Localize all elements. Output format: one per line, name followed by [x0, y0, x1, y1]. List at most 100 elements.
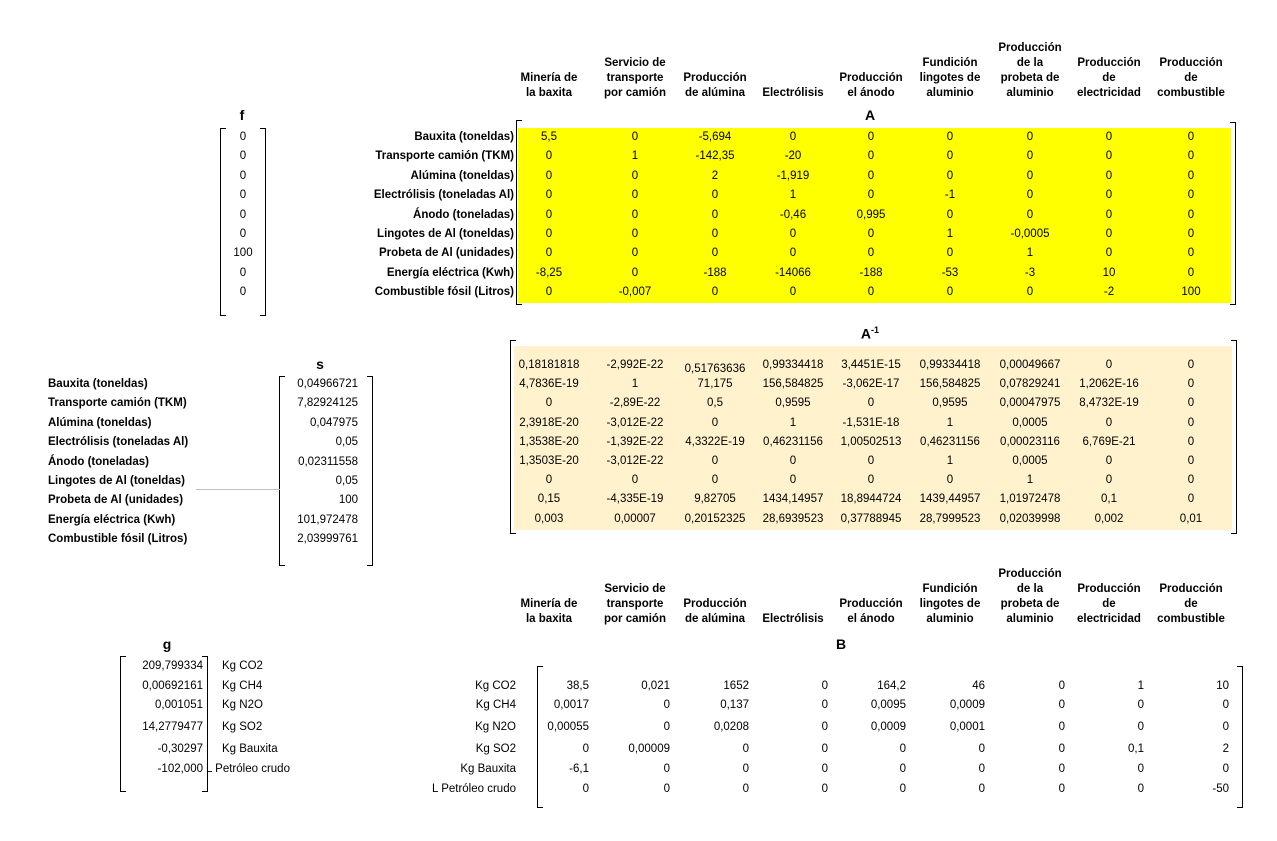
B-cell: 0 — [1137, 721, 1144, 733]
header-line: de alúmina — [684, 87, 746, 99]
s-right-bracket — [367, 376, 373, 566]
B-cell: 0 — [978, 783, 985, 795]
B-cell: 0 — [978, 763, 985, 775]
s-cell: 0,047975 — [310, 416, 358, 429]
header-line: Minería de — [520, 72, 578, 84]
A-cell: 0 — [1026, 189, 1034, 202]
header-line: lingotes de — [919, 598, 981, 610]
s-cell: 0,02311558 — [298, 455, 358, 468]
A-row-label: Combustible fósil (Litros) — [374, 286, 514, 299]
B-cell: 0 — [663, 699, 670, 711]
A-cell: 0 — [946, 169, 954, 182]
header-line: aluminio — [926, 87, 974, 99]
header-line: Producción — [998, 568, 1062, 580]
A-cell: 0 — [789, 247, 797, 260]
A-cell: 1 — [1026, 247, 1034, 260]
f-cell: 0 — [239, 228, 247, 240]
mid-header-5: Fundición lingotes de aluminio — [912, 582, 988, 627]
A-cell: 0 — [1187, 150, 1195, 163]
A-cell: 0 — [1105, 208, 1113, 221]
header-line: Producción — [839, 72, 903, 84]
B-cell: 0 — [1058, 763, 1065, 775]
A-row-label: Lingotes de Al (toneldas) — [377, 228, 514, 240]
A-cell: -20 — [784, 150, 802, 163]
A-cell: -53 — [941, 266, 959, 279]
Ainv-cell: 156,584825 — [762, 378, 824, 390]
s-divider-line — [196, 489, 280, 490]
B-cell: 0,0208 — [713, 721, 749, 733]
header-line: Electrólisis — [762, 87, 824, 99]
f-cell: 0 — [239, 286, 247, 299]
Ainv-cell: 1,3503E-20 — [519, 455, 579, 467]
Ainv-cell: 0 — [711, 474, 719, 486]
header-line: la baxita — [525, 87, 573, 99]
Ainv-cell: 0 — [867, 455, 875, 467]
A-cell: 0 — [867, 131, 875, 143]
A-cell: 0 — [1105, 189, 1113, 202]
A-cell: 0 — [1105, 131, 1113, 143]
top-header-8: Producción de combustible — [1153, 56, 1229, 101]
Ainv-cell: 18,8944724 — [840, 493, 902, 505]
header-line: por camión — [604, 613, 666, 625]
A-cell: 0 — [789, 131, 797, 143]
A-cell: 0 — [1105, 169, 1113, 182]
header-line: la baxita — [525, 613, 573, 625]
A-cell: 100 — [1181, 286, 1201, 299]
Ainv-cell: 4,3322E-19 — [685, 436, 745, 448]
B-cell: 1 — [1137, 680, 1144, 692]
Ainv-cell: 0,00049667 — [999, 359, 1061, 371]
A-left-bracket — [516, 120, 522, 305]
Ainv-cell: 3,4451E-15 — [841, 359, 901, 371]
B-cell: 0 — [582, 743, 589, 755]
Ainv-cell: 0,37788945 — [840, 513, 902, 525]
A-cell: 0 — [867, 150, 875, 163]
Ainv-cell: 0,0005 — [1012, 417, 1048, 429]
header-line: Producción — [1077, 583, 1141, 595]
A-cell: 0 — [545, 208, 553, 221]
Ainv-cell: 0 — [545, 397, 553, 409]
Ainv-cell: 0 — [789, 474, 797, 486]
g-cell: 0,00692161 — [142, 680, 203, 692]
Ainv-cell: 0 — [1105, 417, 1113, 429]
A-cell: 0 — [631, 131, 639, 143]
B-cell: 1652 — [723, 680, 749, 692]
s-cell: 2,03999761 — [297, 533, 358, 546]
A-cell: 1 — [631, 150, 639, 163]
f-cell: 0 — [239, 131, 247, 143]
mid-header-6: Producción de la probeta de aluminio — [992, 567, 1068, 627]
header-line: Fundición — [922, 57, 978, 69]
A-cell: 0 — [867, 169, 875, 182]
A-title: A — [864, 107, 876, 123]
A-row-label: Transporte camión (TKM) — [375, 150, 514, 163]
Ainv-cell: 0,003 — [534, 513, 564, 525]
s-row-label: Bauxita (toneldas) — [48, 378, 148, 390]
f-title: f — [239, 107, 245, 123]
Ainv-cell: 0 — [867, 474, 875, 486]
B-cell: 0 — [1137, 699, 1144, 711]
Ainv-cell: 1,01972478 — [999, 493, 1061, 505]
B-cell: 0 — [821, 783, 828, 795]
mid-header-2: Producción de alúmina — [677, 597, 753, 627]
A-cell: -0,0005 — [1010, 228, 1050, 240]
B-cell: 0 — [1058, 680, 1065, 692]
B-left-bracket — [537, 666, 543, 808]
B-cell: 164,2 — [877, 680, 906, 692]
g-cell: 0,001051 — [155, 699, 203, 711]
Ainv-cell: 0,002 — [1094, 513, 1124, 525]
g-unit-label: Kg N2O — [222, 699, 263, 711]
f-left-bracket — [220, 128, 226, 316]
A-cell: -2 — [1103, 286, 1115, 299]
A-cell: 0 — [1105, 228, 1113, 240]
A-cell: 0 — [631, 228, 639, 240]
B-cell: 0 — [663, 721, 670, 733]
A-cell: 0 — [1187, 228, 1195, 240]
f-right-bracket — [260, 128, 266, 316]
Ainv-cell: 0,02039998 — [999, 513, 1061, 525]
Ainv-cell: 1,2062E-16 — [1079, 378, 1139, 390]
A-cell: 2 — [711, 169, 719, 182]
header-line: de — [1102, 72, 1116, 84]
A-row-label: Probeta de Al (unidades) — [378, 247, 514, 260]
Ainv-cell: 1 — [631, 378, 639, 390]
Ainv-cell: 0 — [545, 474, 553, 486]
header-line: combustible — [1157, 87, 1225, 99]
